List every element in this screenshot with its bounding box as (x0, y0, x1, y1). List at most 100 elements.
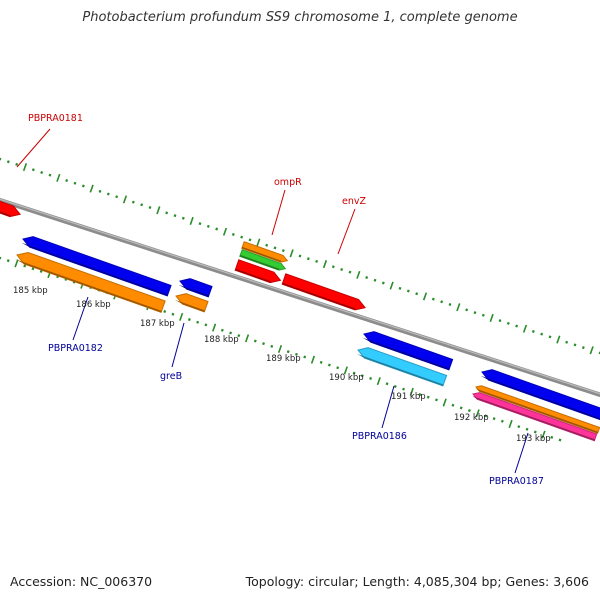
backbone-layer (0, 197, 600, 398)
gene-label-ompr: ompR (274, 177, 302, 188)
ticks-layer (0, 157, 600, 442)
tick-mark-reverse (550, 435, 554, 439)
tick-mark-forward (398, 286, 402, 290)
tick-mark-reverse (558, 438, 562, 442)
tick-mark-forward (273, 246, 277, 250)
tick-mark-reverse (459, 406, 463, 410)
ruler-label: 186 kbp (76, 300, 111, 310)
gene-ompR-green-shade (239, 254, 280, 271)
gene-envZ-red-shade (282, 282, 356, 310)
tick-mark-forward (548, 335, 552, 339)
gene-label-pbpra0181: PBPRA0181 (28, 113, 83, 124)
tick-mark-reverse (409, 387, 414, 396)
backbone-highlight (0, 198, 600, 395)
tick-mark-forward (181, 216, 185, 220)
ruler-label: 189 kbp (266, 354, 301, 364)
tick-mark-forward (215, 227, 219, 231)
gene-envZ-red (281, 273, 366, 311)
tick-mark-forward (322, 260, 328, 269)
tick-mark-reverse (525, 427, 529, 431)
backbone-line (0, 197, 600, 398)
gene-label-pbpra0186: PBPRA0186 (352, 431, 407, 442)
tick-mark-reverse (435, 398, 438, 402)
tick-mark-forward (289, 249, 294, 258)
tick-mark-forward (81, 184, 85, 188)
tick-mark-forward (448, 303, 452, 306)
gene-ompR-orange-shade (241, 246, 282, 263)
tick-mark-forward (456, 303, 461, 312)
tick-mark-forward (473, 311, 477, 315)
tick-mark-forward (48, 173, 52, 177)
tick-mark-forward (365, 276, 369, 280)
tick-mark-forward (506, 321, 510, 325)
tick-mark-forward (89, 184, 94, 193)
tick-mark-forward (531, 329, 535, 333)
callouts-layer (16, 128, 529, 474)
tick-mark-reverse (310, 355, 316, 364)
tick-mark-reverse (451, 403, 455, 407)
gene-PBPRA0187-pink-shade (472, 395, 595, 441)
tick-mark-forward (481, 313, 485, 317)
tick-mark-forward (40, 170, 44, 174)
labels-layer: 185 kbp 186 kbp 187 kbp 188 kbp 189 kbp 190 k… (13, 113, 551, 487)
callout-line-greb (171, 322, 185, 368)
tick-mark-forward (431, 297, 435, 301)
tick-mark-forward (98, 189, 102, 193)
gene-ompR-red (234, 259, 282, 284)
tick-mark-forward (422, 292, 428, 301)
tick-mark-forward (131, 200, 135, 204)
tick-mark-forward (465, 308, 469, 312)
tick-mark-forward (340, 267, 344, 271)
gene-PBPRA0186-cyan-shade (356, 353, 444, 386)
tick-mark-forward (556, 335, 561, 344)
tick-mark-reverse (343, 366, 348, 375)
features-layer (0, 200, 600, 442)
tick-mark-reverse (171, 312, 175, 316)
tick-mark-reverse (393, 384, 397, 388)
gene-label-pbpra0182: PBPRA0182 (48, 343, 103, 354)
tick-mark-forward (515, 324, 519, 328)
tick-mark-reverse (352, 371, 356, 375)
gene-PBPRA0186-blue-shade (362, 337, 450, 370)
tick-mark-forward (248, 238, 252, 242)
ruler-label: 185 kbp (13, 286, 48, 296)
tick-mark-reverse (484, 414, 488, 418)
tick-mark-forward (156, 206, 161, 215)
tick-mark-reverse (369, 376, 373, 380)
tick-mark-forward (373, 278, 377, 282)
tick-mark-forward (198, 222, 202, 226)
ruler-label: 192 kbp (454, 413, 489, 423)
tick-mark-forward (256, 238, 261, 247)
tick-mark-reverse (39, 269, 43, 273)
tick-mark-reverse (277, 344, 283, 354)
tick-mark-reverse (327, 363, 331, 367)
tick-mark-reverse (385, 382, 389, 386)
tick-mark-reverse (426, 395, 430, 399)
tick-mark-reverse (6, 259, 10, 263)
tick-mark-reverse (163, 310, 167, 314)
gene-label-greb: greB (160, 371, 182, 382)
tick-mark-reverse (541, 430, 546, 439)
tick-mark-forward (231, 232, 235, 236)
tick-mark-reverse (418, 393, 422, 396)
tick-mark-reverse (179, 312, 184, 321)
tick-mark-reverse (303, 355, 307, 359)
tick-mark-forward (222, 227, 228, 236)
tick-mark-forward (22, 163, 28, 172)
ruler-label: 187 kbp (140, 319, 175, 329)
tick-mark-reverse (212, 323, 217, 332)
tick-mark-reverse (237, 334, 241, 338)
tick-mark-forward (440, 300, 444, 304)
gene-PBPRA0182-blue (22, 236, 172, 297)
tick-mark-forward (6, 160, 10, 164)
tick-mark-forward (206, 224, 210, 228)
tick-mark-forward (173, 214, 177, 218)
tick-mark-forward (565, 340, 569, 344)
tick-mark-reverse (196, 320, 200, 324)
tick-mark-forward (331, 265, 335, 269)
callout-line-pbpra0187 (514, 432, 529, 474)
ruler-label: 191 kbp (391, 392, 426, 402)
ruler-label: 188 kbp (204, 335, 239, 345)
